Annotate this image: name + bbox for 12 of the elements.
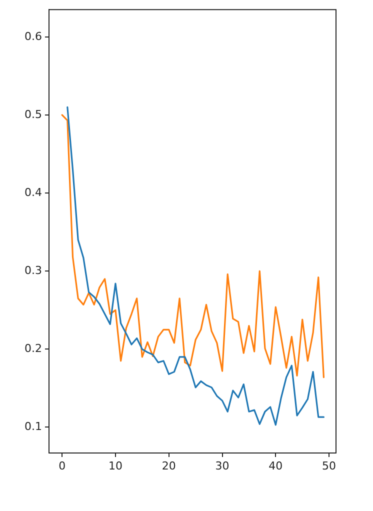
y-tick-label: 0.3 — [24, 264, 42, 277]
x-tick-label: 10 — [108, 459, 122, 472]
x-tick-label: 20 — [162, 459, 176, 472]
x-tick-label: 30 — [215, 459, 230, 472]
y-tick-label: 0.5 — [24, 108, 42, 121]
y-tick-label: 0.6 — [24, 30, 42, 43]
y-tick-label: 0.2 — [24, 342, 42, 356]
y-tick-label: 0.1 — [24, 420, 42, 434]
x-tick-label: 50 — [322, 459, 336, 472]
y-tick-label: 0.4 — [24, 186, 42, 199]
x-tick-label: 0 — [58, 459, 66, 472]
x-tick-label: 40 — [268, 459, 283, 472]
